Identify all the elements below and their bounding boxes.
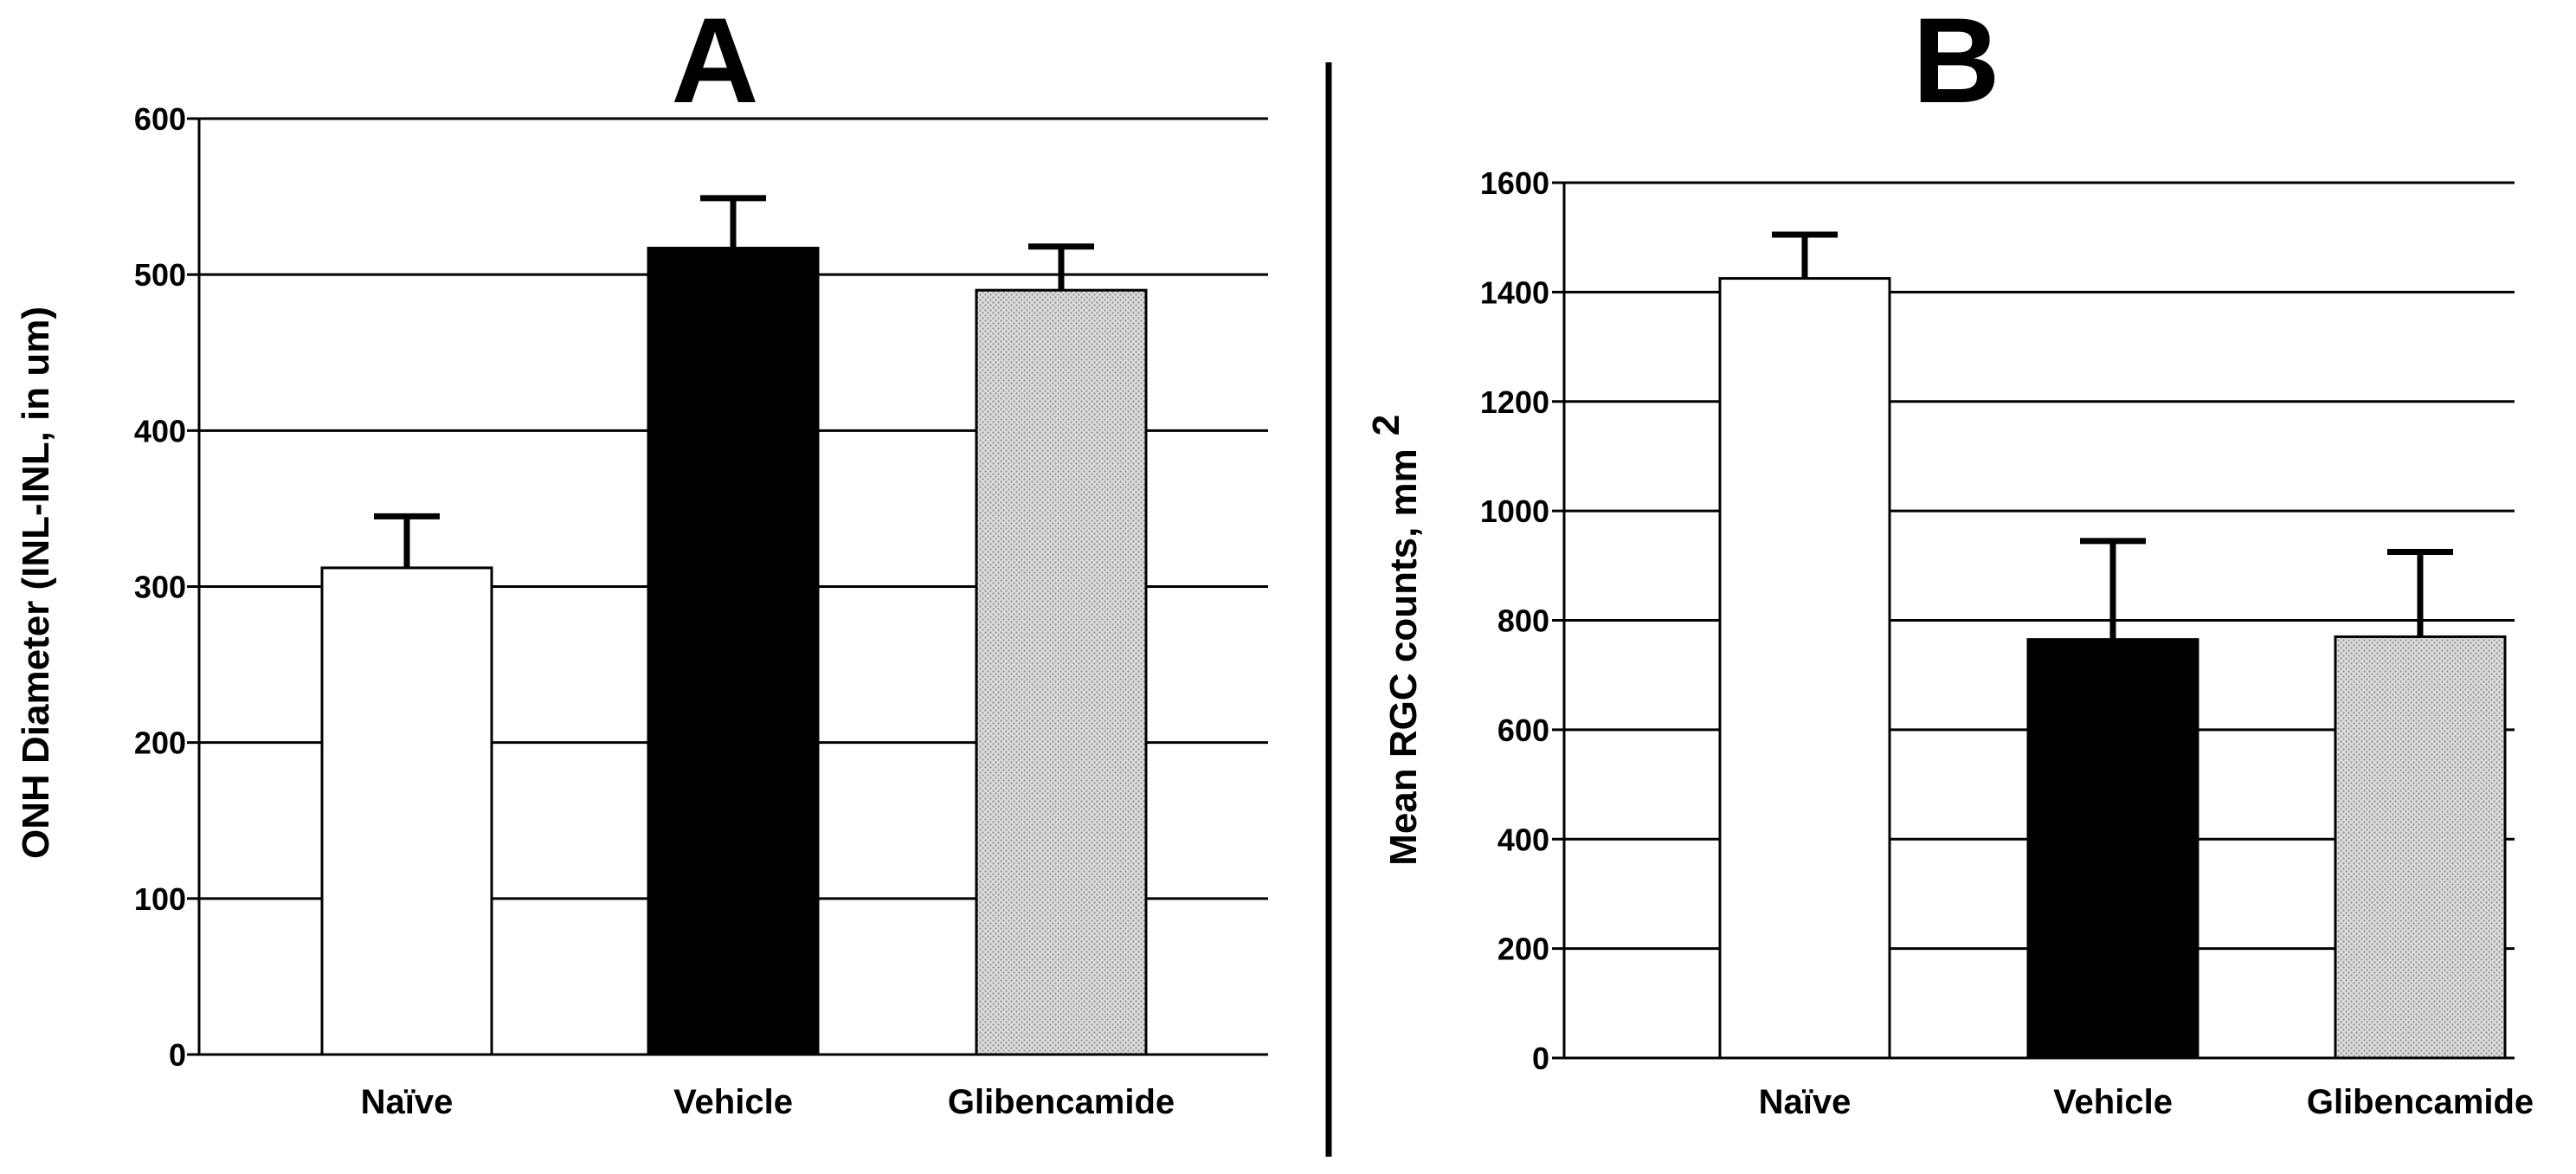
panel-b-y-tick-labels: 0 200 400 600 800 1000 1200 1400 1600 bbox=[1480, 165, 1549, 1076]
panel-a-letter: A bbox=[671, 0, 758, 128]
bar-vehicle bbox=[2026, 638, 2199, 1060]
bar-nave bbox=[1718, 277, 1891, 1060]
panel-b-y-axis-title: Mean RGC counts, mm bbox=[1382, 448, 1425, 866]
panel-b-y-tick-label: 1600 bbox=[1480, 165, 1549, 201]
panel-b-y-tick-label: 200 bbox=[1497, 932, 1549, 967]
panel-a-y-tick-label: 0 bbox=[169, 1037, 186, 1073]
panel-b-y-tick-label: 800 bbox=[1497, 603, 1549, 639]
bar-vehicle bbox=[647, 247, 820, 1056]
panel-a-category-labels: Naïve Vehicle Glibencamide bbox=[361, 1083, 1175, 1121]
panel-b-y-tick-label: 400 bbox=[1497, 822, 1549, 857]
panel-a-y-tick-label: 300 bbox=[134, 570, 186, 605]
panel-a-y-tick-label: 100 bbox=[134, 881, 186, 917]
panel-b-y-tick-label: 1200 bbox=[1480, 384, 1549, 420]
bar-nave bbox=[320, 566, 493, 1056]
category-label-glibencamide: Glibencamide bbox=[948, 1083, 1175, 1121]
category-label-nave: Naïve bbox=[1759, 1083, 1852, 1121]
panel-a-y-tick-label: 400 bbox=[134, 413, 186, 448]
panel-a-y-tick-labels: 0 100 200 300 400 500 600 bbox=[134, 101, 186, 1073]
panel-b-y-axis-title-superscript: 2 bbox=[1365, 415, 1407, 435]
panel-b-letter: B bbox=[1912, 0, 2000, 128]
panel-b-category-labels: Naïve Vehicle Glibencamide bbox=[1759, 1083, 2534, 1121]
panel-a-y-tick-label: 500 bbox=[134, 257, 186, 293]
panel-b-y-axis-title-group: Mean RGC counts, mm 2 bbox=[1365, 415, 1425, 866]
panel-a-bars bbox=[320, 195, 1148, 1056]
panel-a: A 0 100 200 300 400 500 600 Naïve Vehicle Gliben… bbox=[15, 0, 1268, 1121]
category-label-glibencamide: Glibencamide bbox=[2307, 1083, 2534, 1121]
bar-glibencamide bbox=[2334, 635, 2507, 1060]
panel-b-y-tick-label: 1000 bbox=[1480, 493, 1549, 529]
panel-b-y-tick-label: 1400 bbox=[1480, 274, 1549, 310]
panel-b-y-tick-label: 600 bbox=[1497, 713, 1549, 748]
category-label-vehicle: Vehicle bbox=[2053, 1083, 2173, 1121]
bar-glibencamide bbox=[975, 288, 1148, 1056]
panel-b-y-tick-label: 0 bbox=[1532, 1041, 1549, 1076]
panel-a-y-axis-title: ONH Diameter (INL-INL, in um) bbox=[15, 306, 57, 859]
category-label-nave: Naïve bbox=[361, 1083, 454, 1121]
panel-a-y-tick-label: 200 bbox=[134, 726, 186, 761]
panel-b: B 0 200 400 600 800 1000 1200 1400 1600 Naïve Veh… bbox=[1365, 0, 2534, 1121]
panel-b-bars bbox=[1718, 231, 2507, 1060]
category-label-vehicle: Vehicle bbox=[673, 1083, 793, 1121]
panel-a-y-tick-label: 600 bbox=[134, 101, 186, 137]
